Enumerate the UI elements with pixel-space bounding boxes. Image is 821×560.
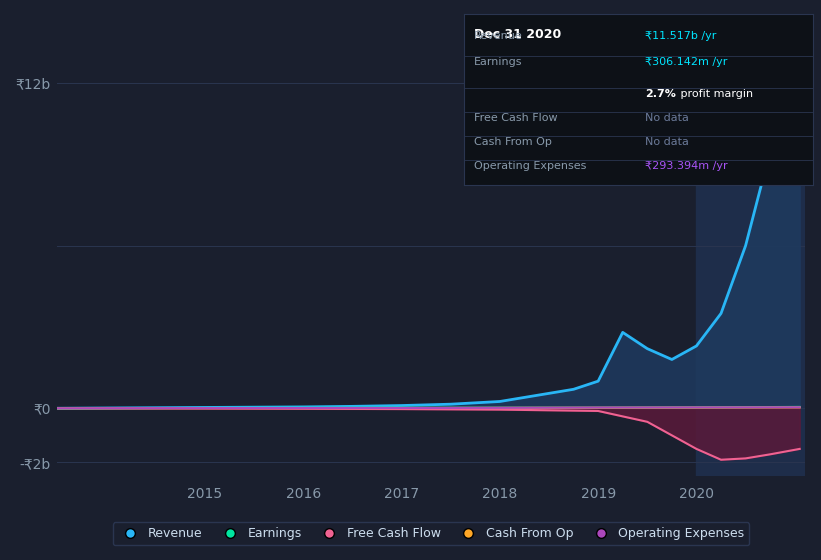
Text: ₹11.517b /yr: ₹11.517b /yr: [645, 31, 717, 41]
Text: ₹306.142m /yr: ₹306.142m /yr: [645, 57, 727, 67]
Text: Dec 31 2020: Dec 31 2020: [475, 27, 562, 41]
Bar: [696, 56, 805, 476]
Text: No data: No data: [645, 113, 689, 123]
Text: Operating Expenses: Operating Expenses: [475, 161, 587, 171]
Text: Earnings: Earnings: [475, 57, 523, 67]
Text: 2.7%: 2.7%: [645, 90, 677, 100]
Text: Free Cash Flow: Free Cash Flow: [475, 113, 558, 123]
Text: ₹293.394m /yr: ₹293.394m /yr: [645, 161, 728, 171]
Legend: Revenue, Earnings, Free Cash Flow, Cash From Op, Operating Expenses: Revenue, Earnings, Free Cash Flow, Cash …: [112, 522, 750, 545]
Text: No data: No data: [645, 137, 689, 147]
Text: Cash From Op: Cash From Op: [475, 137, 553, 147]
Text: profit margin: profit margin: [677, 90, 753, 100]
Text: Revenue: Revenue: [475, 31, 523, 41]
